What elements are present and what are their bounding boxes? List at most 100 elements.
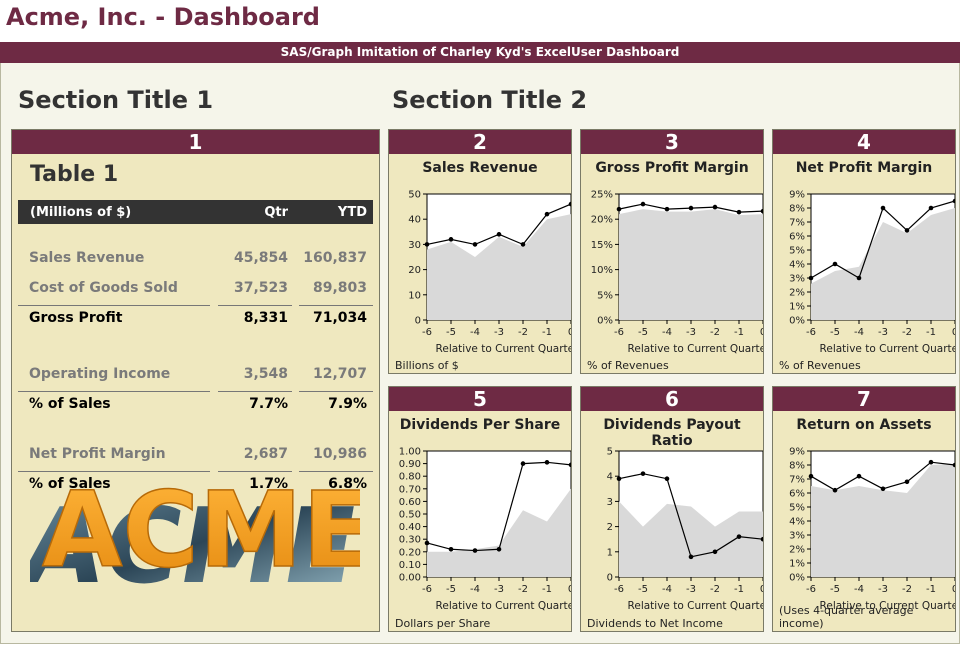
- x-tick-label: -3: [686, 327, 696, 338]
- column-header-ytd: YTD: [337, 205, 367, 220]
- chart-title: Return on Assets: [796, 417, 932, 433]
- row-qtr: 8,331: [243, 310, 288, 326]
- y-tick-label: 5: [607, 447, 613, 458]
- data-point: [952, 462, 955, 468]
- row-ytd: 7.9%: [328, 396, 367, 412]
- gross-profit-margin-chart: 0% 5% 10% 15% 20% 25% -6 -5 -4 -3 -2 -1 0 Relative to…: [591, 190, 763, 354]
- divider: [218, 391, 292, 392]
- y-tick-label: 20%: [591, 215, 613, 226]
- x-tick-label: -6: [806, 584, 816, 595]
- y-tick-label: 0.80: [399, 472, 421, 483]
- data-point: [520, 461, 526, 466]
- y-tick-label: 0.70: [399, 484, 421, 495]
- divider: [218, 305, 292, 306]
- row-qtr: 2,687: [243, 446, 288, 462]
- divider: [299, 471, 373, 472]
- app-title: Acme, Inc. - Dashboard: [6, 3, 320, 31]
- divider: [299, 391, 373, 392]
- row-qtr: 3,548: [243, 366, 288, 382]
- data-point: [712, 549, 718, 555]
- y-tick-label: 0.50: [399, 510, 421, 521]
- chart-footnote: (Uses 4-quarter average income): [779, 604, 914, 630]
- row-label: Net Profit Margin: [29, 446, 166, 462]
- x-tick-label: -5: [638, 584, 648, 595]
- table-row: Operating Income 3,548 12,707: [18, 360, 373, 390]
- x-tick-label: 0: [952, 584, 955, 595]
- row-ytd: 89,803: [312, 280, 367, 296]
- column-header-label: (Millions of $): [30, 205, 132, 220]
- y-tick-label: 3%: [789, 531, 805, 542]
- data-point: [856, 275, 862, 281]
- panel-number: 6: [581, 387, 763, 411]
- panel-number: 5: [389, 387, 571, 411]
- panel-4: 4 Net Profit Margin 0% 1% 2% 3% 4% 5% 6% 7% 8% 9%…: [772, 129, 956, 374]
- x-tick-label: -1: [542, 327, 552, 338]
- y-tick-label: 4%: [789, 260, 805, 271]
- data-point: [688, 205, 694, 211]
- y-tick-label: 4: [607, 472, 613, 483]
- panel-number: 4: [773, 130, 955, 154]
- data-point: [904, 479, 910, 485]
- data-point: [640, 471, 646, 476]
- divider: [218, 471, 292, 472]
- area-series: [427, 214, 571, 320]
- row-label: Sales Revenue: [29, 250, 145, 266]
- y-tick-label: 2%: [789, 288, 805, 299]
- y-tick-label: 5%: [597, 290, 613, 301]
- data-point: [736, 209, 742, 215]
- sales-revenue-chart: 0 10 20 30 40 50 -6 -5 -4 -3 -2 -1 0 Relative to Curr…: [408, 190, 571, 354]
- y-tick-label: 2%: [789, 545, 805, 556]
- banner: SAS/Graph Imitation of Charley Kyd's Exc…: [0, 42, 960, 63]
- x-tick-label: -3: [878, 584, 888, 595]
- row-label: Gross Profit: [29, 310, 123, 326]
- x-axis-label: Relative to Current Quarter: [820, 600, 955, 611]
- row-ytd: 10,986: [312, 446, 367, 462]
- data-point: [424, 540, 430, 546]
- data-point: [520, 242, 526, 247]
- x-tick-label: -3: [494, 584, 504, 595]
- x-axis-label: Relative to Current Quarter: [820, 343, 955, 354]
- y-tick-label: 40: [408, 215, 421, 226]
- x-tick-label: -2: [902, 584, 912, 595]
- chart-footnote: % of Revenues: [779, 359, 861, 372]
- y-tick-label: 1.00: [399, 447, 421, 458]
- y-tick-label: 1%: [789, 559, 805, 570]
- x-tick-label: 0: [568, 327, 571, 338]
- y-tick-label: 5%: [789, 503, 805, 514]
- x-tick-label: 0: [760, 584, 763, 595]
- divider: [18, 305, 210, 306]
- data-point: [472, 548, 478, 553]
- x-tick-label: -5: [638, 327, 648, 338]
- y-tick-label: 3: [607, 497, 613, 508]
- y-tick-label: 7%: [789, 475, 805, 486]
- panel-1: 1 Table 1 (Millions of $) Qtr YTD Sales …: [11, 129, 380, 632]
- y-tick-label: 0%: [597, 316, 613, 327]
- row-ytd: 6.8%: [328, 476, 367, 492]
- data-point: [640, 201, 646, 207]
- row-ytd: 160,837: [303, 250, 367, 266]
- y-tick-label: 0.30: [399, 535, 421, 546]
- chart-title: Net Profit Margin: [795, 160, 933, 176]
- chart-title: Gross Profit Margin: [595, 160, 749, 176]
- row-label: Operating Income: [29, 366, 171, 382]
- data-point: [808, 473, 814, 479]
- y-tick-label: 9%: [789, 447, 805, 458]
- y-tick-label: 1: [607, 547, 613, 558]
- table-title: Table 1: [30, 162, 119, 187]
- x-tick-label: -3: [494, 327, 504, 338]
- x-tick-label: -3: [686, 584, 696, 595]
- divider: [18, 471, 210, 472]
- row-qtr: 7.7%: [249, 396, 288, 412]
- data-point: [496, 232, 502, 237]
- x-tick-label: -5: [830, 584, 840, 595]
- data-point: [808, 275, 814, 281]
- x-tick-label: -4: [470, 584, 480, 595]
- y-tick-label: 6%: [789, 489, 805, 500]
- y-tick-label: 0.60: [399, 497, 421, 508]
- data-point: [928, 205, 934, 211]
- y-tick-label: 8%: [789, 461, 805, 472]
- x-tick-label: -4: [854, 327, 864, 338]
- y-tick-label: 30: [408, 240, 421, 251]
- table-row: Net Profit Margin 2,687 10,986: [18, 440, 373, 470]
- y-tick-label: 0.20: [399, 547, 421, 558]
